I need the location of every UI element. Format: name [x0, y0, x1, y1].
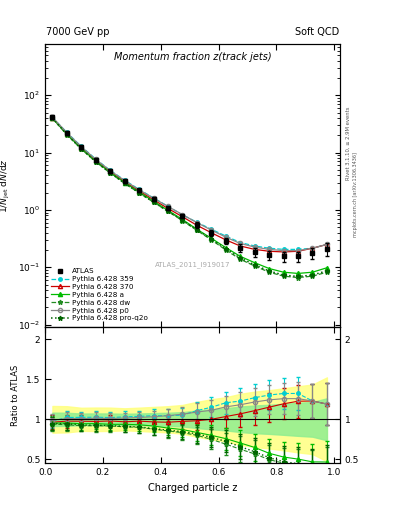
Text: mcplots.cern.ch [arXiv:1306.3436]: mcplots.cern.ch [arXiv:1306.3436]	[353, 152, 358, 237]
Y-axis label: $1/N_{\rm jet}\ {\rm d}N/{\rm d}z$: $1/N_{\rm jet}\ {\rm d}N/{\rm d}z$	[0, 158, 13, 213]
Text: 7000 GeV pp: 7000 GeV pp	[46, 27, 110, 37]
Text: Rivet 3.1.10, ≥ 2.9M events: Rivet 3.1.10, ≥ 2.9M events	[346, 106, 351, 180]
Legend: ATLAS, Pythia 6.428 359, Pythia 6.428 370, Pythia 6.428 a, Pythia 6.428 dw, Pyth: ATLAS, Pythia 6.428 359, Pythia 6.428 37…	[49, 266, 150, 324]
X-axis label: Charged particle z: Charged particle z	[148, 483, 237, 493]
Y-axis label: Ratio to ATLAS: Ratio to ATLAS	[11, 365, 20, 426]
Text: ATLAS_2011_I919017: ATLAS_2011_I919017	[155, 262, 230, 268]
Text: Momentum fraction z(track jets): Momentum fraction z(track jets)	[114, 52, 272, 62]
Text: Soft QCD: Soft QCD	[294, 27, 339, 37]
